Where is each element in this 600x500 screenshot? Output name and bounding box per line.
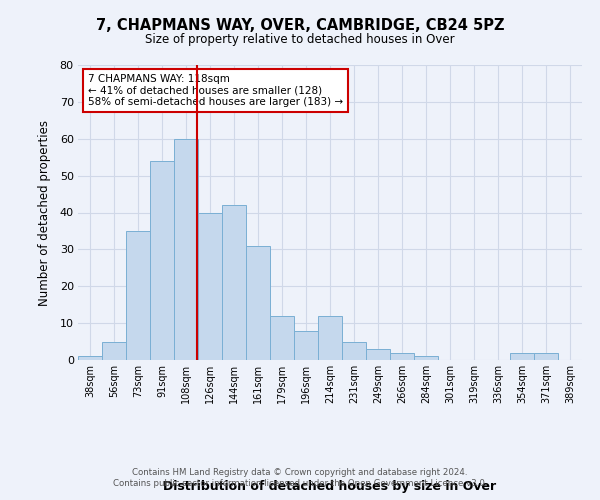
Bar xyxy=(390,352,414,360)
Bar xyxy=(342,342,366,360)
Bar xyxy=(246,246,270,360)
Bar xyxy=(270,316,294,360)
Bar xyxy=(366,349,390,360)
Text: 7, CHAPMANS WAY, OVER, CAMBRIDGE, CB24 5PZ: 7, CHAPMANS WAY, OVER, CAMBRIDGE, CB24 5… xyxy=(96,18,504,32)
Text: Size of property relative to detached houses in Over: Size of property relative to detached ho… xyxy=(145,32,455,46)
Bar xyxy=(294,330,318,360)
Bar xyxy=(414,356,438,360)
Bar xyxy=(102,342,126,360)
Bar xyxy=(534,352,558,360)
Bar xyxy=(126,231,150,360)
Bar xyxy=(174,138,198,360)
X-axis label: Distribution of detached houses by size in Over: Distribution of detached houses by size … xyxy=(163,480,497,493)
Bar xyxy=(318,316,342,360)
Bar xyxy=(198,212,222,360)
Bar xyxy=(150,161,174,360)
Text: 7 CHAPMANS WAY: 118sqm
← 41% of detached houses are smaller (128)
58% of semi-de: 7 CHAPMANS WAY: 118sqm ← 41% of detached… xyxy=(88,74,343,107)
Bar xyxy=(510,352,534,360)
Bar xyxy=(78,356,102,360)
Bar xyxy=(222,205,246,360)
Text: Contains HM Land Registry data © Crown copyright and database right 2024.
Contai: Contains HM Land Registry data © Crown c… xyxy=(113,468,487,487)
Y-axis label: Number of detached properties: Number of detached properties xyxy=(38,120,52,306)
